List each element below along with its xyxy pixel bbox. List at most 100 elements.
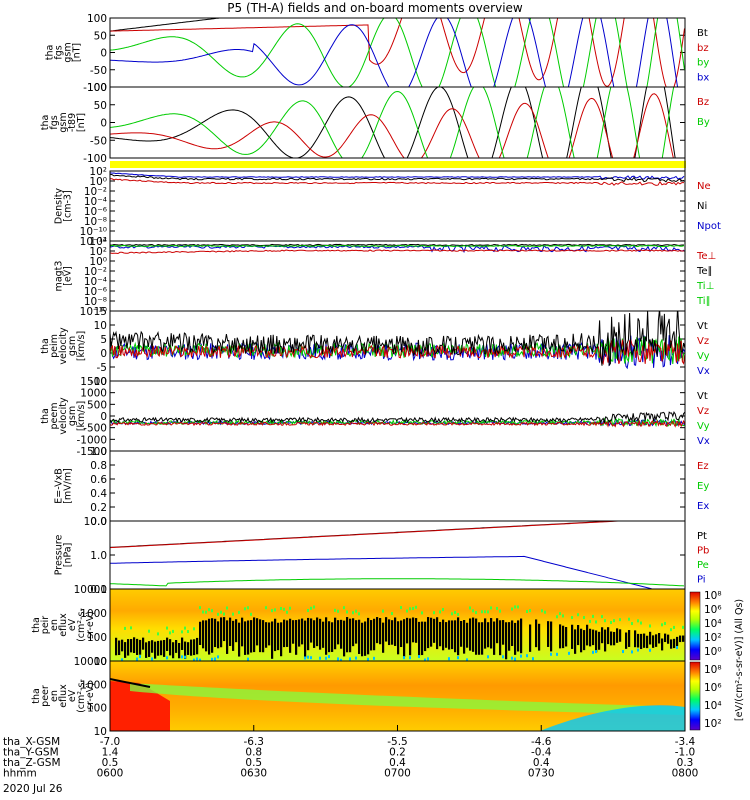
bottom-row-label: tha_Y-GSM	[3, 747, 59, 759]
series-by	[110, 18, 685, 87]
ylabel-line: [km/s]	[76, 331, 87, 361]
colorbar-tick: 10⁴	[704, 618, 722, 630]
ytick-label: 0.1	[90, 584, 107, 596]
ytick-label: 0.6	[90, 474, 107, 486]
legend-Vz: Vz	[697, 336, 709, 347]
series-bz	[110, 18, 685, 87]
colorbar-tick: 10⁸	[704, 590, 722, 602]
bottom-row-value: -5.5	[387, 736, 408, 748]
ylabel-line: peir	[40, 616, 51, 635]
ytick-label: 10²	[89, 246, 107, 258]
ylabel-line: gsm	[67, 406, 78, 426]
bottom-row-label: tha_X-GSM	[3, 736, 60, 748]
ylabel-line: gsm	[67, 336, 78, 356]
ylabel-line: eflux	[58, 684, 69, 708]
bottom-row-value: 0.3	[677, 757, 694, 769]
ylabel-line: (cm²-s-	[76, 679, 87, 713]
ylabel-line: E=-VxB	[54, 468, 65, 503]
ylabel-line: [nT]	[76, 113, 87, 132]
ytick-label: 100	[87, 82, 107, 94]
ytick-label: 0.8	[90, 460, 107, 472]
panel-frame-efield	[109, 450, 686, 522]
ylabel-line: gsm	[63, 42, 74, 62]
legend-Te⊥: Te⊥	[696, 251, 716, 262]
panel-frame-density	[109, 170, 686, 242]
ylabel-line: en	[49, 690, 60, 702]
ylabel-line: peer	[40, 685, 51, 707]
legend-Vt: Vt	[697, 321, 708, 332]
legend-Te∥: Te∥	[696, 266, 713, 277]
ylabel-line: [cm-3]	[63, 190, 74, 221]
bottom-row-value: 1.4	[102, 747, 119, 759]
ytick-label: 0	[100, 411, 107, 423]
ytick-label: 10⁻⁸	[84, 296, 107, 308]
bottom-row-value: -4.6	[531, 736, 552, 748]
ylabel-line: [mV/m]	[63, 468, 74, 504]
ylabel-line: eV	[67, 618, 78, 631]
peer-low-energy-red	[110, 681, 170, 731]
series-Vy	[110, 417, 685, 428]
ytick-label: 10⁻⁴	[84, 276, 107, 288]
bottom-row-value: 0.4	[389, 757, 406, 769]
series-Bt	[110, 18, 224, 32]
bottom-row-value: 0600	[97, 768, 124, 780]
panel-frame-peem_v	[109, 380, 686, 452]
colorbar-peir	[689, 591, 701, 661]
ytick-label: 10⁻¹⁰	[80, 226, 107, 238]
ytick-label: 10	[94, 726, 107, 738]
legend-Vx: Vx	[697, 436, 710, 447]
legend-Ne: Ne	[697, 181, 711, 192]
ylabel-line: (cm²-s-	[76, 608, 87, 642]
ylabel-line: Pressure	[54, 535, 65, 576]
ytick-label: 500	[87, 399, 107, 411]
bottom-row-value: -6.3	[244, 736, 265, 748]
ytick-label: 10	[94, 320, 107, 332]
ytick-label: 0	[100, 118, 107, 130]
ylabel-line: tha	[45, 45, 56, 61]
ylabel-pressure: Pressure[nPa]	[54, 535, 74, 576]
colorbar-tick: 10⁶	[704, 682, 722, 694]
ylabel-line: gsm	[58, 112, 69, 132]
series-Pe	[110, 578, 685, 587]
ylabel-line: velocity	[58, 327, 69, 365]
peim-velocity-series	[110, 311, 685, 370]
legend-Ti∥: Ti∥	[696, 296, 711, 307]
ytick-label: -5	[97, 362, 107, 374]
ytick-label: -100	[83, 82, 107, 94]
ytick-label: 10	[94, 656, 107, 668]
ytick-label: 1500	[80, 376, 107, 388]
ytick-label: 10⁻²	[84, 186, 107, 198]
ytick-label: -500	[83, 423, 107, 435]
ylabel-efield: E=-VxB[mV/m]	[54, 468, 74, 504]
ylabel-line: sr-eV)	[85, 682, 96, 710]
ylabel-line: velocity	[58, 397, 69, 435]
peem-velocity-series	[110, 411, 685, 428]
legend-Npot: Npot	[697, 221, 721, 232]
date-label: 2020 Jul 26	[3, 783, 63, 795]
legend-by: by	[697, 58, 709, 69]
bottom-row-value: -7.0	[100, 736, 121, 748]
ytick-label: 10⁻²	[84, 266, 107, 278]
temp-line	[110, 244, 685, 248]
series-Vt	[110, 311, 685, 367]
bottom-row-value: 0.8	[245, 747, 262, 759]
legend-Ey: Ey	[697, 481, 709, 492]
legend-Vz: Vz	[697, 406, 709, 417]
legend-Vt: Vt	[697, 391, 708, 402]
ylabel-line: [nPa]	[63, 543, 74, 568]
bottom-row-label: hhmm	[3, 768, 37, 780]
ytick-label: 10⁻¹²	[80, 236, 107, 248]
ytick-label: 10⁻⁶	[84, 286, 107, 298]
ylabel-line: tha	[40, 115, 51, 131]
bottom-row-value: 0800	[672, 768, 699, 780]
ylabel-line: fgs	[54, 45, 65, 59]
ytick-label: 10⁻⁸	[84, 216, 107, 228]
colorbar-tick: 10²	[704, 718, 722, 730]
temp-line	[110, 244, 685, 254]
colorbar-tick: 10⁰	[704, 646, 722, 658]
ytick-label: 10²	[89, 166, 107, 178]
ytick-label: 10⁻⁶	[84, 206, 107, 218]
series-Vz	[110, 339, 685, 366]
